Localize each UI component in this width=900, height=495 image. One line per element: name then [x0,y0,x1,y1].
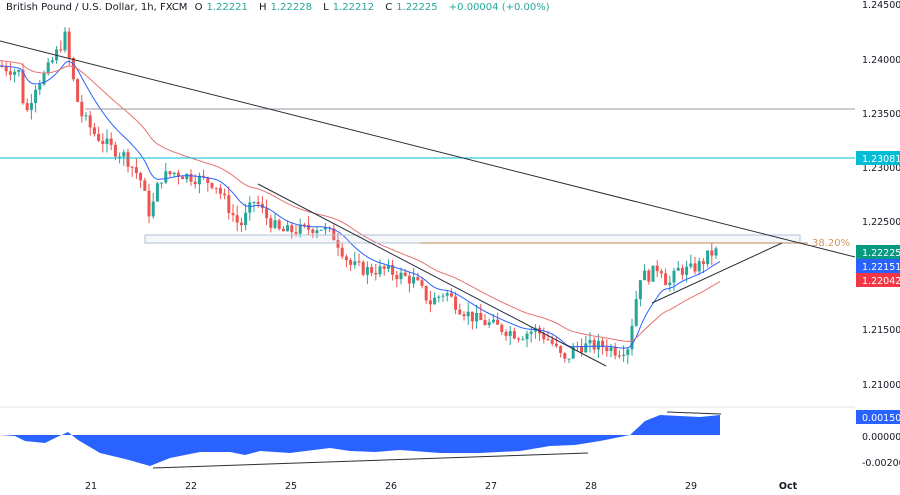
price-tag-3: 1.22042 [856,273,900,287]
time-label-5: 28 [585,481,597,492]
supply-zone-rect[interactable] [144,234,801,244]
time-label-4: 27 [485,481,497,492]
price-tick-0: 1.24500 [862,0,900,11]
symbol-title: British Pound / U.S. Dollar, 1h, FXCM [6,2,188,13]
rising-support-line[interactable] [651,242,783,304]
price-tick-2: 1.23500 [862,109,900,120]
price-tag-0: 1.23081 [856,151,900,165]
candles [0,26,718,365]
svg-text:1.22151: 1.22151 [862,262,900,273]
ohlc-low: L 1.22212 [323,2,375,13]
time-label-0: 21 [85,481,97,492]
fib-label: 38.20% [812,238,850,249]
svg-text:0.00150: 0.00150 [862,413,900,424]
time-label-2: 25 [285,481,297,492]
svg-text:1.23081: 1.23081 [862,154,900,165]
price-tick-5: 1.21500 [862,325,900,336]
osc-divergence-line[interactable] [152,452,589,469]
time-label-1: 22 [185,481,197,492]
ohlc-change: +0.00004 (+0.00%) [448,2,550,13]
short-downtrend-line[interactable] [257,183,607,367]
osc-tick-0: 0.00000 [862,432,900,443]
ohlc-open: O 1.22221 [194,2,248,13]
osc-top-line[interactable] [666,411,722,415]
ema-fast-line [0,60,721,349]
price-tick-6: 1.21000 [862,380,900,391]
price-tick-1: 1.24000 [862,55,900,66]
svg-text:1.22042: 1.22042 [862,276,900,287]
price-tag-1: 1.22225 [856,245,900,259]
time-label-6: 29 [685,481,697,492]
time-label-7: Oct [779,481,798,492]
long-downtrend-line[interactable] [0,40,856,258]
svg-text:1.22225: 1.22225 [862,248,900,259]
ohlc-high: H 1.22228 [259,2,312,13]
price-tag-2: 1.22151 [856,259,900,273]
price-tick-3: 1.23000 [862,163,900,174]
osc-value-tag: 0.00150 [856,410,900,424]
time-label-3: 26 [385,481,397,492]
oscillator-area [0,415,720,466]
price-tick-4: 1.22500 [862,217,900,228]
ema-slow-line [0,60,721,343]
ohlc-close: C 1.22225 [385,2,438,13]
